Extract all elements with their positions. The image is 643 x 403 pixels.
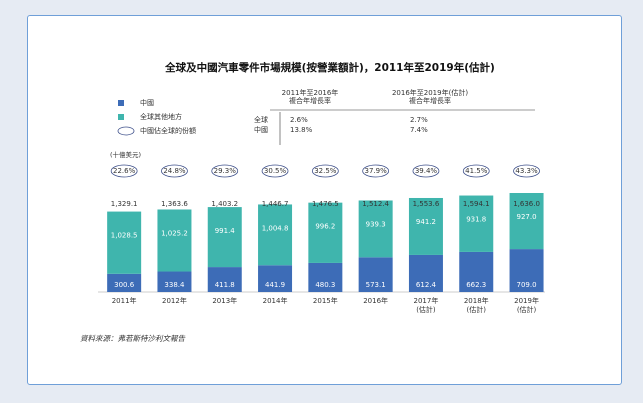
total-label: 1,636.0: [513, 200, 540, 208]
bar-value-label: 338.4: [164, 281, 185, 289]
bar-segment: [207, 207, 242, 268]
legend-swatch: [118, 114, 124, 120]
bar-value-label: 709.0: [517, 281, 537, 289]
share-oval: [513, 164, 540, 178]
bar-segment: [308, 262, 343, 292]
x-tick-label: 2018年 (估計): [463, 297, 489, 314]
share-oval: [362, 164, 390, 178]
share-label: 39.4%: [415, 167, 438, 175]
table-cell: 2.6%: [290, 116, 308, 124]
bar-value-label: 941.2: [416, 218, 436, 226]
bar-segment: [107, 211, 142, 274]
chart-title: 全球及中國汽車零件市場規模(按營業額計)，2011年至2019年(估計): [164, 61, 495, 74]
bar-value-label: 662.3: [466, 281, 486, 289]
bar-segment: [509, 249, 544, 292]
bar-segment: [157, 271, 192, 292]
bar-value-label: 996.2: [315, 223, 335, 231]
share-oval: [110, 164, 138, 178]
share-oval: [311, 164, 339, 178]
table-row-label: 全球: [254, 115, 268, 124]
share-label: 37.9%: [365, 167, 388, 175]
share-label: 22.6%: [113, 167, 136, 175]
x-tick-label: 2017年 (估計): [413, 297, 439, 314]
source: 資料來源：弗若斯特沙利文報告: [80, 334, 185, 343]
bar-segment: [107, 273, 142, 292]
x-tick-label: 2012年: [162, 297, 187, 305]
share-label: 41.5%: [465, 167, 488, 175]
share-oval: [462, 164, 490, 178]
table-cell: 13.8%: [290, 126, 313, 134]
bar-segment: [459, 251, 494, 292]
share-oval: [412, 164, 440, 178]
table-cell: 7.4%: [410, 126, 428, 134]
table-cell: 2.7%: [410, 116, 428, 124]
legend-swatch: [118, 100, 124, 106]
share-oval: [261, 164, 289, 178]
table-header: 複合年增長率: [289, 96, 331, 105]
bar-value-label: 480.3: [315, 281, 335, 289]
bar-value-label: 573.1: [366, 281, 386, 289]
x-tick-label: 2011年: [111, 297, 137, 305]
total-label: 1,553.6: [413, 200, 440, 208]
table-header: 2011年至2016年: [282, 88, 339, 97]
total-label: 1,594.1: [463, 200, 490, 208]
legend-oval: [117, 126, 135, 136]
total-label: 1,363.6: [161, 200, 188, 208]
bar-value-label: 991.4: [215, 227, 236, 235]
bar-segment: [358, 200, 393, 258]
total-label: 1,512.4: [362, 200, 389, 208]
share-oval: [161, 164, 188, 178]
bar-value-label: 1,004.8: [262, 224, 289, 232]
x-tick-label: 2015年: [312, 297, 338, 305]
total-label: 1,476.5: [312, 200, 339, 208]
table-header: 複合年增長率: [409, 96, 451, 105]
table-row-label: 中國: [254, 125, 268, 134]
x-tick-label: 2013年: [212, 297, 238, 305]
bar-value-label: 411.8: [215, 281, 235, 289]
bar-segment: [408, 254, 443, 292]
x-tick-label: 2016年: [363, 297, 389, 305]
legend-label: 全球其他地方: [140, 112, 182, 121]
total-label: 1,446.7: [262, 200, 289, 208]
bar-segment: [258, 265, 293, 292]
unit-label: (十億美元): [110, 150, 141, 159]
share-label: 29.3%: [214, 167, 237, 175]
bar-value-label: 612.4: [416, 281, 437, 289]
bar-value-label: 1,028.5: [111, 232, 138, 240]
share-label: 43.3%: [515, 167, 538, 175]
bar-value-label: 939.3: [366, 220, 386, 228]
table-header: 2016年至2019年(估計): [392, 88, 468, 97]
total-label: 1,329.1: [111, 200, 138, 208]
bar-value-label: 300.6: [114, 281, 135, 289]
bar-value-label: 931.8: [466, 216, 486, 224]
legend-label: 中國佔全球的份額: [140, 126, 196, 135]
bar-segment: [358, 257, 393, 292]
x-tick-label: 2014年: [262, 297, 288, 305]
bar-segment: [459, 195, 494, 252]
bar-segment: [207, 267, 242, 292]
x-tick-label: 2019年 (估計): [514, 297, 539, 314]
bar-value-label: 441.9: [265, 281, 285, 289]
bar-segment: [509, 193, 544, 250]
share-label: 30.5%: [264, 167, 287, 175]
share-oval: [211, 164, 239, 178]
total-label: 1,403.2: [211, 200, 238, 208]
bar-segment: [258, 204, 293, 266]
legend-label: 中國: [140, 98, 154, 107]
share-label: 32.5%: [314, 167, 337, 175]
bar-value-label: 1,025.2: [161, 229, 188, 237]
bar-segment: [408, 197, 443, 255]
bar-segment: [157, 209, 192, 272]
share-label: 24.8%: [163, 167, 186, 175]
bar-value-label: 927.0: [517, 213, 537, 221]
bar-segment: [308, 202, 343, 263]
